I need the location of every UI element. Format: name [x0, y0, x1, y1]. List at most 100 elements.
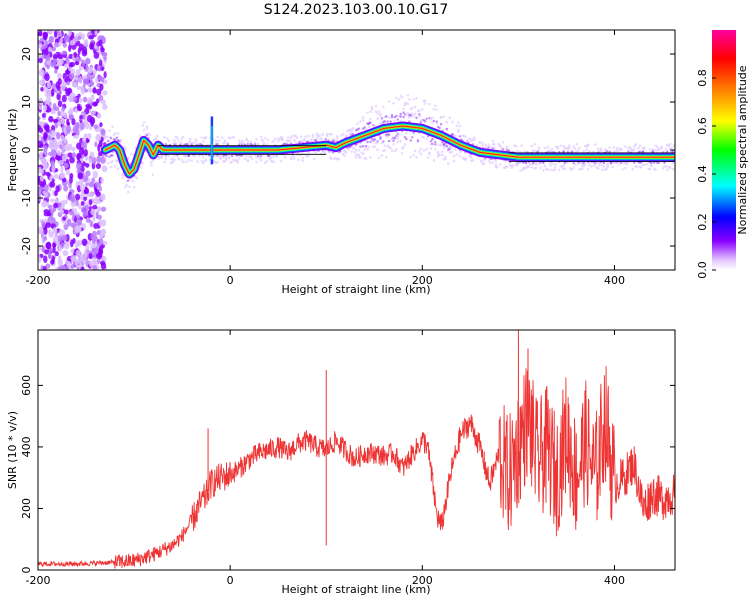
halo-dot — [396, 135, 400, 138]
noise-blob — [81, 206, 85, 213]
noise-blob — [43, 86, 49, 93]
noise-blob — [62, 42, 67, 48]
noise-blob — [44, 249, 50, 255]
halo-dot — [142, 128, 146, 132]
halo-dot — [289, 156, 293, 159]
halo-dot — [370, 107, 374, 111]
halo-dot — [281, 137, 284, 141]
halo-dot — [154, 137, 157, 140]
halo-dot — [127, 190, 130, 194]
noise-blob — [38, 116, 41, 121]
halo-dot — [576, 162, 580, 166]
noise-blob — [76, 168, 81, 174]
halo-dot — [448, 116, 451, 120]
halo-dot — [201, 155, 205, 159]
noise-blob — [84, 175, 89, 182]
noise-blob — [61, 94, 67, 103]
halo-dot — [323, 150, 326, 153]
noise-blob — [71, 146, 76, 152]
noise-blob — [99, 260, 106, 266]
halo-dot — [315, 132, 319, 136]
noise-blob — [89, 220, 94, 228]
halo-dot — [201, 161, 205, 165]
noise-blob — [92, 170, 99, 179]
halo-dot — [299, 135, 303, 139]
noise-blob — [68, 44, 72, 52]
noise-blob — [88, 35, 95, 40]
halo-dot — [377, 110, 381, 113]
noise-blob — [81, 33, 85, 40]
halo-dot — [625, 162, 629, 166]
halo-dot — [400, 95, 404, 99]
noise-blob — [54, 69, 58, 74]
x-tick-label: -200 — [26, 274, 51, 287]
halo-dot — [361, 152, 365, 155]
noise-blob — [39, 142, 44, 148]
halo-dot — [155, 134, 159, 138]
halo-dot — [578, 146, 581, 150]
noise-blob — [90, 208, 96, 216]
halo-dot — [216, 135, 219, 139]
noise-blob — [57, 59, 62, 67]
halo-dot — [413, 112, 417, 116]
halo-dot — [222, 156, 225, 159]
halo-dot — [377, 156, 381, 159]
halo-dot — [382, 140, 385, 143]
halo-dot — [634, 143, 637, 146]
y-tick-label: 600 — [20, 375, 33, 396]
halo-dot — [530, 144, 534, 148]
noise-blob — [41, 112, 46, 118]
noise-blob — [101, 228, 106, 234]
halo-dot — [369, 156, 372, 159]
x-tick-label: 400 — [604, 574, 625, 587]
x-tick-label: 0 — [227, 574, 234, 587]
halo-dot — [367, 145, 371, 149]
halo-dot — [164, 142, 167, 146]
halo-dot — [523, 150, 526, 154]
halo-dot — [204, 158, 208, 162]
halo-dot — [387, 100, 391, 103]
halo-dot — [354, 156, 358, 159]
halo-dot — [402, 115, 405, 119]
halo-dot — [452, 159, 456, 163]
halo-dot — [181, 160, 185, 164]
noise-blob — [50, 149, 57, 157]
halo-dot — [408, 98, 411, 101]
noise-blob — [38, 57, 43, 64]
x-tick-label: 200 — [412, 574, 433, 587]
halo-dot — [225, 157, 228, 161]
halo-dot — [431, 116, 434, 120]
halo-dot — [472, 136, 476, 140]
noise-blob — [70, 264, 75, 269]
halo-dot — [608, 146, 611, 149]
noise-blob — [59, 37, 63, 43]
halo-dot — [219, 157, 222, 161]
halo-dot — [386, 135, 390, 138]
halo-dot — [399, 139, 402, 143]
halo-dot — [632, 145, 636, 149]
noise-blob — [53, 173, 59, 179]
halo-dot — [498, 163, 502, 166]
halo-dot — [418, 150, 421, 154]
noise-blob — [46, 64, 50, 70]
snr-y-label: SNR (10 * v/v) — [6, 411, 19, 489]
halo-dot — [330, 132, 333, 136]
noise-blob — [44, 92, 49, 97]
noise-blob — [93, 51, 100, 59]
halo-dot — [441, 153, 444, 157]
noise-blob — [78, 75, 83, 84]
halo-dot — [585, 148, 588, 152]
noise-blob — [96, 207, 101, 213]
halo-dot — [418, 109, 421, 112]
halo-dot — [390, 115, 394, 119]
noise-blob — [82, 78, 88, 86]
halo-dot — [115, 136, 118, 139]
noise-blob — [74, 240, 79, 249]
halo-dot — [188, 139, 192, 142]
noise-blob — [67, 152, 73, 158]
halo-dot — [314, 150, 317, 154]
halo-dot — [671, 167, 675, 171]
halo-dot — [379, 136, 382, 139]
halo-dot — [423, 99, 427, 103]
noise-blob — [56, 132, 61, 140]
